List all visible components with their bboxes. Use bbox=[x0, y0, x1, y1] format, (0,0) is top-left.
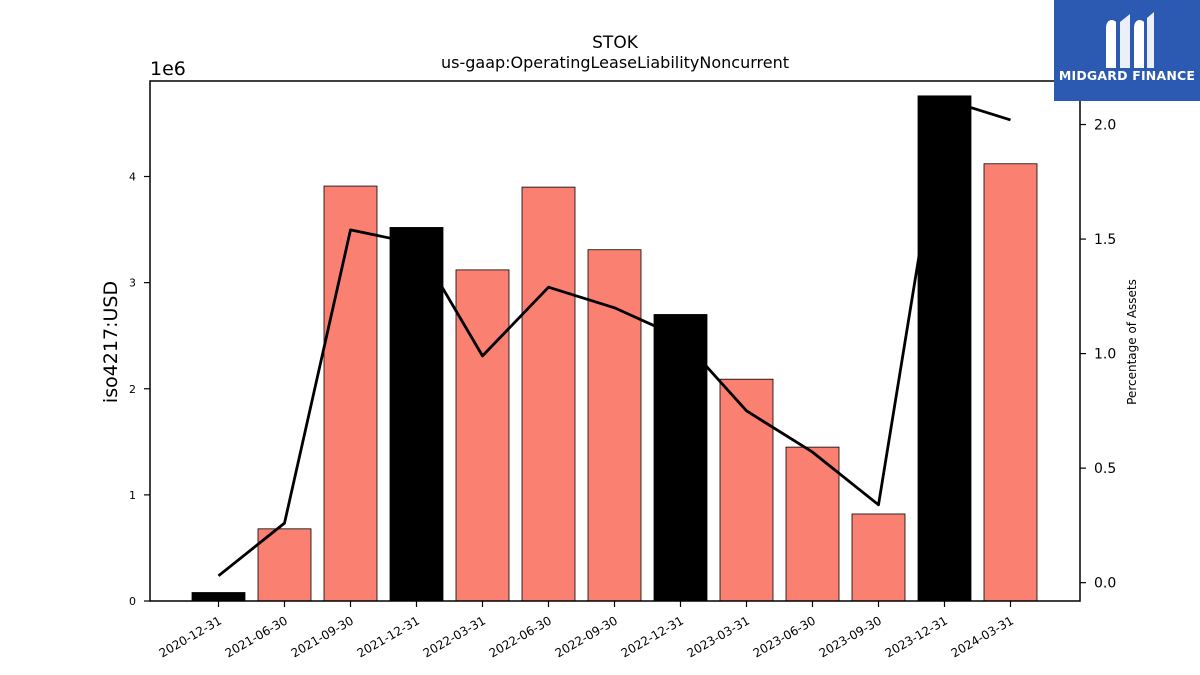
x-tick-label: 2024-03-31 bbox=[949, 613, 1016, 660]
y2-tick-label: 0.5 bbox=[1094, 461, 1116, 477]
x-tick-label: 2023-03-31 bbox=[685, 613, 752, 660]
y-axis-label: iso4217:USD bbox=[100, 281, 122, 403]
line-series bbox=[217, 97, 1011, 577]
bar bbox=[191, 592, 246, 602]
y-tick-label: 3 bbox=[129, 277, 136, 290]
bar bbox=[521, 186, 576, 602]
x-tick-label: 2022-09-30 bbox=[553, 613, 620, 660]
x-axis: 2020-12-312021-06-302021-09-302021-12-31… bbox=[157, 601, 1016, 660]
bar bbox=[389, 227, 444, 602]
x-tick-label: 2023-09-30 bbox=[817, 613, 884, 660]
series-line bbox=[217, 97, 1011, 577]
y2-axis-label: Percentage of Assets bbox=[1125, 279, 1139, 405]
y2-tick-label: 2.0 bbox=[1094, 118, 1116, 134]
x-tick-label: 2020-12-31 bbox=[157, 613, 224, 660]
y2-tick-label: 0.0 bbox=[1094, 576, 1116, 592]
bar bbox=[851, 513, 906, 602]
x-tick-label: 2022-06-30 bbox=[487, 613, 554, 660]
x-tick-label: 2023-06-30 bbox=[751, 613, 818, 660]
bar-series bbox=[191, 95, 1038, 602]
x-tick-label: 2021-12-31 bbox=[355, 613, 422, 660]
logo-text: MIDGARD FINANCE bbox=[1058, 68, 1196, 83]
y-tick-label: 0 bbox=[129, 595, 136, 608]
midgard-finance-logo: MIDGARD FINANCE bbox=[1054, 0, 1200, 101]
logo-mark-icon bbox=[1106, 12, 1154, 68]
y2-axis: 0.0 0.5 1.0 1.5 2.0 bbox=[1080, 118, 1116, 592]
x-tick-label: 2023-12-31 bbox=[883, 613, 950, 660]
bar bbox=[917, 95, 972, 602]
x-tick-label: 2022-03-31 bbox=[421, 613, 488, 660]
bar bbox=[323, 185, 378, 602]
chart-subtitle: us-gaap:OperatingLeaseLiabilityNoncurren… bbox=[441, 53, 789, 72]
bar bbox=[257, 528, 312, 602]
x-tick-label: 2021-06-30 bbox=[223, 613, 290, 660]
y-tick-label: 2 bbox=[129, 383, 136, 396]
y-tick-label: 1 bbox=[129, 489, 136, 502]
bar bbox=[455, 269, 510, 602]
y-tick-label: 4 bbox=[129, 171, 136, 184]
bar bbox=[719, 378, 774, 602]
x-tick-label: 2022-12-31 bbox=[619, 613, 686, 660]
chart-title: STOK bbox=[592, 33, 639, 53]
y2-tick-label: 1.5 bbox=[1094, 232, 1116, 248]
x-tick-label: 2021-09-30 bbox=[289, 613, 356, 660]
y-offset-label: 1e6 bbox=[150, 58, 186, 80]
y-axis: 0 1 2 3 4 bbox=[129, 171, 150, 608]
bar bbox=[653, 314, 708, 602]
y2-tick-label: 1.0 bbox=[1094, 347, 1116, 363]
bar bbox=[785, 446, 840, 602]
bar bbox=[983, 163, 1038, 602]
